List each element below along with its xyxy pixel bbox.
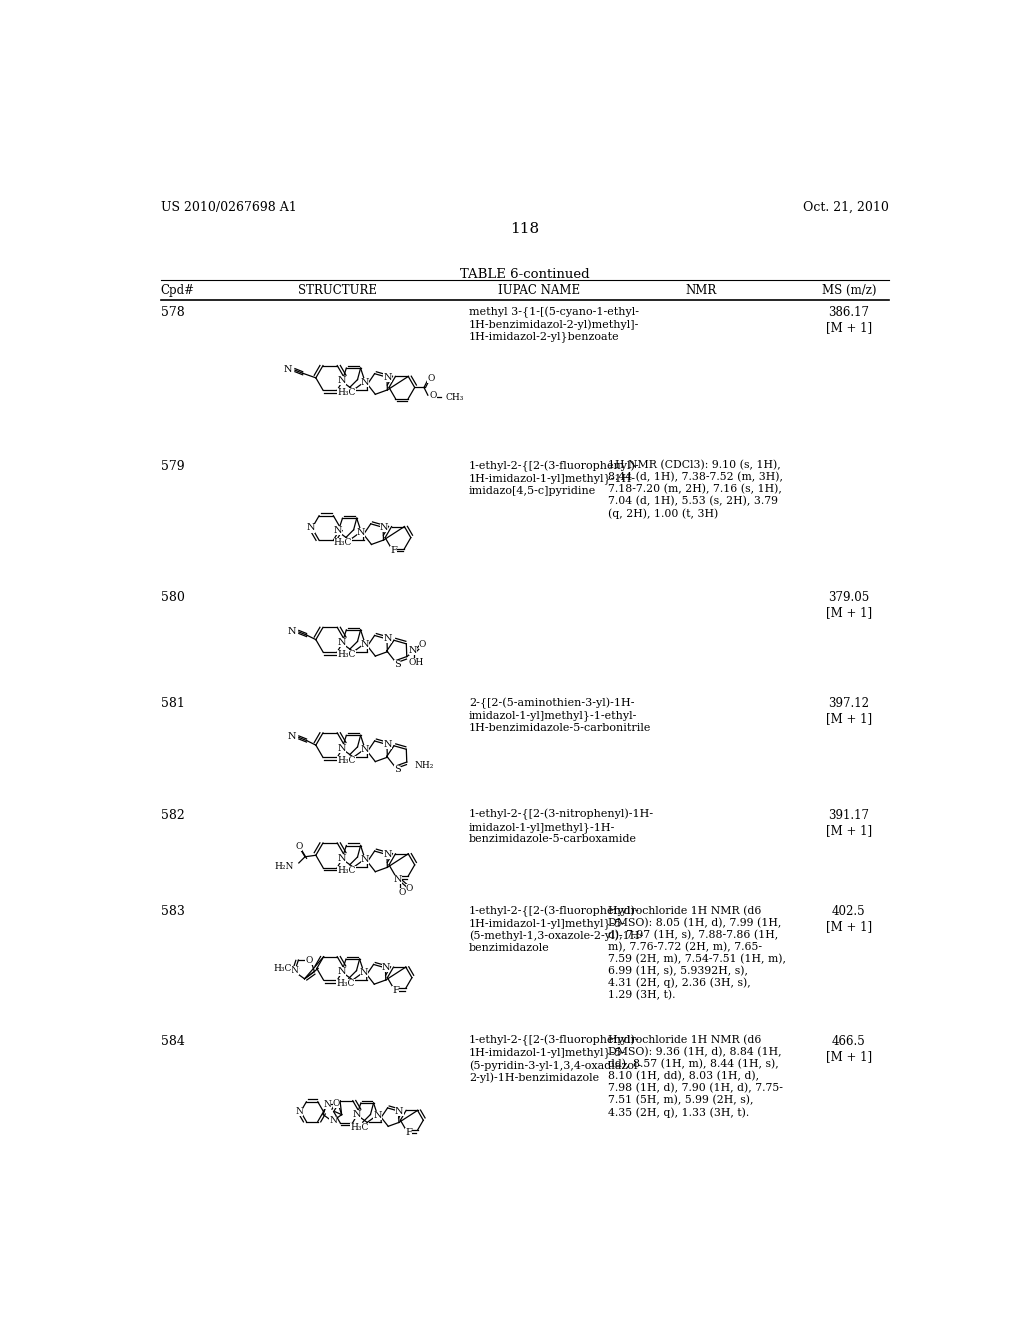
Text: 1-ethyl-2-{[2-(3-fluorophenyl)-
1H-imidazol-1-yl]methyl}-5-
(5-methyl-1,3-oxazol: 1-ethyl-2-{[2-(3-fluorophenyl)- 1H-imida… bbox=[469, 906, 643, 953]
Text: CH₃: CH₃ bbox=[445, 393, 464, 403]
Text: H₃C: H₃C bbox=[273, 964, 292, 973]
Text: 578: 578 bbox=[161, 306, 184, 319]
Text: US 2010/0267698 A1: US 2010/0267698 A1 bbox=[161, 201, 296, 214]
Text: H₃C: H₃C bbox=[350, 1123, 369, 1133]
Text: 118: 118 bbox=[510, 222, 540, 235]
Text: N: N bbox=[291, 966, 299, 974]
Text: N: N bbox=[383, 850, 392, 859]
Text: O: O bbox=[398, 888, 407, 898]
Text: 1-ethyl-2-{[2-(3-fluorophenyl)-
1H-imidazol-1-yl]methyl}-5-
(5-pyridin-3-yl-1,3,: 1-ethyl-2-{[2-(3-fluorophenyl)- 1H-imida… bbox=[469, 1035, 641, 1082]
Text: N: N bbox=[383, 372, 392, 381]
Text: N: N bbox=[287, 733, 296, 741]
Text: N: N bbox=[338, 638, 346, 647]
Text: N: N bbox=[360, 640, 370, 648]
Text: N: N bbox=[352, 1110, 361, 1119]
Text: O: O bbox=[305, 956, 312, 965]
Text: N: N bbox=[324, 1100, 332, 1109]
Text: S: S bbox=[394, 766, 401, 775]
Text: N: N bbox=[382, 964, 390, 973]
Text: O: O bbox=[406, 884, 413, 892]
Text: Hydrochloride 1H NMR (d6
DMSO): 8.05 (1H, d), 7.99 (1H,
d), 7.97 (1H, s), 7.88-7: Hydrochloride 1H NMR (d6 DMSO): 8.05 (1H… bbox=[608, 906, 786, 1001]
Text: 2-{[2-(5-aminothien-3-yl)-1H-
imidazol-1-yl]methyl}-1-ethyl-
1H-benzimidazole-5-: 2-{[2-(5-aminothien-3-yl)-1H- imidazol-1… bbox=[469, 697, 651, 733]
Text: NH₂: NH₂ bbox=[415, 762, 434, 771]
Text: H₃C: H₃C bbox=[338, 388, 355, 397]
Text: 583: 583 bbox=[161, 906, 184, 919]
Text: NMR: NMR bbox=[686, 284, 717, 297]
Text: N: N bbox=[359, 969, 368, 977]
Text: H₂N: H₂N bbox=[274, 862, 294, 871]
Text: S: S bbox=[394, 660, 401, 669]
Text: N: N bbox=[284, 364, 292, 374]
Text: N: N bbox=[383, 635, 392, 643]
Text: 1H NMR (CDCl3): 9.10 (s, 1H),
8.44 (d, 1H), 7.38-7.52 (m, 3H),
7.18-7.20 (m, 2H): 1H NMR (CDCl3): 9.10 (s, 1H), 8.44 (d, 1… bbox=[608, 461, 783, 519]
Text: STRUCTURE: STRUCTURE bbox=[298, 284, 377, 297]
Text: 584: 584 bbox=[161, 1035, 184, 1048]
Text: N: N bbox=[357, 528, 366, 537]
Text: N: N bbox=[360, 744, 370, 754]
Text: methyl 3-{1-[(5-cyano-1-ethyl-
1H-benzimidazol-2-yl)methyl]-
1H-imidazol-2-yl}be: methyl 3-{1-[(5-cyano-1-ethyl- 1H-benzim… bbox=[469, 306, 639, 342]
Text: N: N bbox=[330, 1115, 337, 1125]
Text: O: O bbox=[295, 842, 302, 851]
Text: N: N bbox=[373, 1111, 382, 1121]
Text: N: N bbox=[306, 524, 314, 532]
Text: H₃C: H₃C bbox=[338, 649, 355, 659]
Text: N: N bbox=[380, 523, 388, 532]
Text: OH: OH bbox=[409, 659, 424, 667]
Text: 582: 582 bbox=[161, 809, 184, 822]
Text: N: N bbox=[395, 1106, 403, 1115]
Text: Hydrochloride 1H NMR (d6
DMSO): 9.36 (1H, d), 8.84 (1H,
dd), 8.57 (1H, m), 8.44 : Hydrochloride 1H NMR (d6 DMSO): 9.36 (1H… bbox=[608, 1035, 783, 1118]
Text: N: N bbox=[338, 854, 346, 863]
Text: F: F bbox=[406, 1127, 412, 1137]
Text: 1-ethyl-2-{[2-(3-nitrophenyl)-1H-
imidazol-1-yl]methyl}-1H-
benzimidazole-5-carb: 1-ethyl-2-{[2-(3-nitrophenyl)-1H- imidaz… bbox=[469, 809, 654, 845]
Text: N: N bbox=[295, 1107, 303, 1117]
Text: N: N bbox=[409, 645, 417, 655]
Text: MS (m/z): MS (m/z) bbox=[821, 284, 876, 297]
Text: F: F bbox=[392, 986, 399, 995]
Text: 466.5
[M + 1]: 466.5 [M + 1] bbox=[825, 1035, 871, 1063]
Text: 402.5
[M + 1]: 402.5 [M + 1] bbox=[825, 906, 871, 933]
Text: 581: 581 bbox=[161, 697, 184, 710]
Text: O: O bbox=[429, 392, 437, 400]
Text: H₃C: H₃C bbox=[334, 539, 352, 548]
Text: N: N bbox=[393, 875, 402, 884]
Text: N: N bbox=[360, 855, 370, 865]
Text: 379.05
[M + 1]: 379.05 [M + 1] bbox=[825, 591, 871, 619]
Text: N: N bbox=[287, 627, 296, 636]
Text: 397.12
[M + 1]: 397.12 [M + 1] bbox=[825, 697, 871, 726]
Text: O: O bbox=[427, 374, 434, 383]
Text: H₃C: H₃C bbox=[338, 755, 355, 764]
Text: O: O bbox=[333, 1100, 340, 1109]
Text: N: N bbox=[338, 376, 346, 385]
Text: 580: 580 bbox=[161, 591, 184, 605]
Text: 1-ethyl-2-{[2-(3-fluorophenyl)-
1H-imidazol-1-yl]methyl}-1H-
imidazo[4,5-c]pyrid: 1-ethyl-2-{[2-(3-fluorophenyl)- 1H-imida… bbox=[469, 461, 640, 495]
Text: IUPAC NAME: IUPAC NAME bbox=[498, 284, 580, 297]
Text: N: N bbox=[338, 743, 346, 752]
Text: 579: 579 bbox=[161, 461, 184, 474]
Text: H₃C: H₃C bbox=[338, 866, 355, 875]
Text: H₃C: H₃C bbox=[337, 979, 355, 989]
Text: O: O bbox=[419, 640, 426, 648]
Text: TABLE 6-continued: TABLE 6-continued bbox=[460, 268, 590, 281]
Text: N: N bbox=[383, 741, 392, 748]
Text: 391.17
[M + 1]: 391.17 [M + 1] bbox=[825, 809, 871, 837]
Text: F: F bbox=[390, 546, 397, 556]
Text: Oct. 21, 2010: Oct. 21, 2010 bbox=[803, 201, 889, 214]
Text: Cpd#: Cpd# bbox=[161, 284, 195, 297]
Text: N: N bbox=[334, 527, 342, 536]
Text: N: N bbox=[360, 378, 370, 387]
Text: N: N bbox=[338, 966, 346, 975]
Text: 386.17
[M + 1]: 386.17 [M + 1] bbox=[825, 306, 871, 334]
